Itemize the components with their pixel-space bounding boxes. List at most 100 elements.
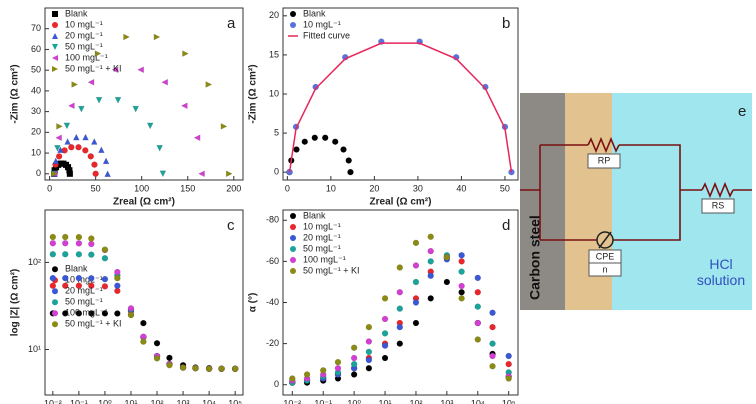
point — [412, 278, 420, 286]
point — [66, 170, 74, 177]
legend-marker — [290, 257, 296, 263]
x-tick-label: 10⁰ — [347, 398, 361, 404]
point — [87, 153, 94, 160]
point — [489, 323, 496, 331]
point — [365, 323, 373, 331]
point — [88, 310, 95, 317]
x-tick-label: 10³ — [440, 398, 453, 404]
legend-label: 10 mgL⁻¹ — [65, 275, 103, 285]
y-tick-label: 20 — [269, 10, 279, 20]
legend-marker — [290, 268, 296, 274]
x-tick-label: 30 — [413, 183, 423, 193]
y-tick-label: 10² — [28, 257, 41, 267]
x-tick-label: 100 — [134, 183, 149, 193]
legend-marker — [290, 246, 296, 252]
point — [427, 258, 434, 265]
point — [332, 138, 339, 145]
point — [104, 170, 111, 177]
x-tick-label: 10⁻¹ — [314, 398, 332, 404]
point — [146, 122, 154, 130]
y-tick-label: 40 — [31, 85, 41, 95]
point — [396, 323, 403, 331]
point — [75, 251, 83, 258]
legend-label: 100 mgL⁻¹ — [65, 52, 108, 62]
point — [161, 78, 168, 86]
point — [396, 264, 403, 271]
point — [182, 50, 189, 57]
point — [114, 282, 121, 289]
point — [101, 310, 109, 317]
point — [67, 102, 75, 110]
point — [350, 360, 358, 368]
point — [153, 340, 161, 347]
y-tick-label: -20 — [266, 338, 279, 348]
x-tick-label: 0 — [285, 183, 290, 193]
point — [88, 240, 95, 248]
legend-label: 50 mgL⁻¹ — [303, 243, 341, 253]
y-tick-label: 70 — [31, 23, 41, 33]
x-tick-label: 10⁻¹ — [70, 398, 88, 404]
point — [140, 319, 147, 327]
point — [489, 363, 496, 370]
point — [55, 134, 62, 142]
point — [311, 134, 318, 141]
point — [350, 354, 358, 362]
point — [62, 240, 69, 247]
point — [111, 66, 119, 74]
point — [101, 255, 109, 262]
point — [132, 105, 140, 113]
point — [458, 289, 465, 296]
legend-label: 10 mgL⁻¹ — [303, 221, 341, 231]
point — [427, 247, 434, 255]
legend-label: 50 mgL⁻¹ — [65, 41, 103, 51]
x-tick-label: 10² — [409, 398, 422, 404]
point — [57, 146, 64, 153]
x-tick-label: 10⁵ — [228, 398, 242, 404]
legend-marker — [52, 44, 58, 50]
point — [350, 371, 358, 378]
point — [49, 282, 57, 289]
point — [63, 122, 71, 130]
point — [396, 289, 403, 296]
point — [114, 268, 121, 276]
point — [412, 319, 420, 327]
legend-marker — [290, 213, 296, 219]
point — [137, 66, 144, 74]
point — [153, 355, 161, 362]
point — [458, 258, 465, 265]
point — [365, 365, 373, 372]
point — [474, 319, 481, 327]
fit-line — [288, 42, 513, 173]
y-axis-label: -Zim (Ω cm²) — [248, 64, 259, 123]
point — [427, 272, 434, 279]
point — [412, 239, 420, 247]
point — [54, 145, 61, 152]
y-tick-label: 20 — [31, 127, 41, 137]
x-tick-label: 40 — [456, 183, 466, 193]
point — [396, 305, 403, 312]
point — [179, 364, 187, 371]
point — [94, 50, 102, 57]
legend-marker — [52, 22, 58, 28]
legend-label: 10 mgL⁻¹ — [65, 19, 103, 29]
legend-marker — [290, 22, 296, 28]
point — [458, 295, 465, 302]
point — [396, 340, 403, 347]
point — [88, 282, 95, 289]
legend-label: 50 mgL⁻¹ + KI — [303, 265, 360, 275]
x-tick-label: 200 — [226, 183, 241, 193]
x-tick-label: 10⁰ — [98, 398, 112, 404]
x-tick-label: 10 — [326, 183, 336, 193]
point — [75, 233, 83, 241]
x-tick-label: 10⁻² — [44, 398, 62, 404]
point — [71, 81, 79, 88]
point — [180, 102, 188, 110]
legend-label: 100 mgL⁻¹ — [303, 254, 346, 264]
cpe-symbol — [596, 231, 614, 249]
point — [334, 358, 342, 366]
point — [78, 105, 85, 113]
y-tick-label: 15 — [269, 49, 279, 59]
point — [427, 295, 434, 302]
y-tick-label: 10 — [269, 88, 279, 98]
